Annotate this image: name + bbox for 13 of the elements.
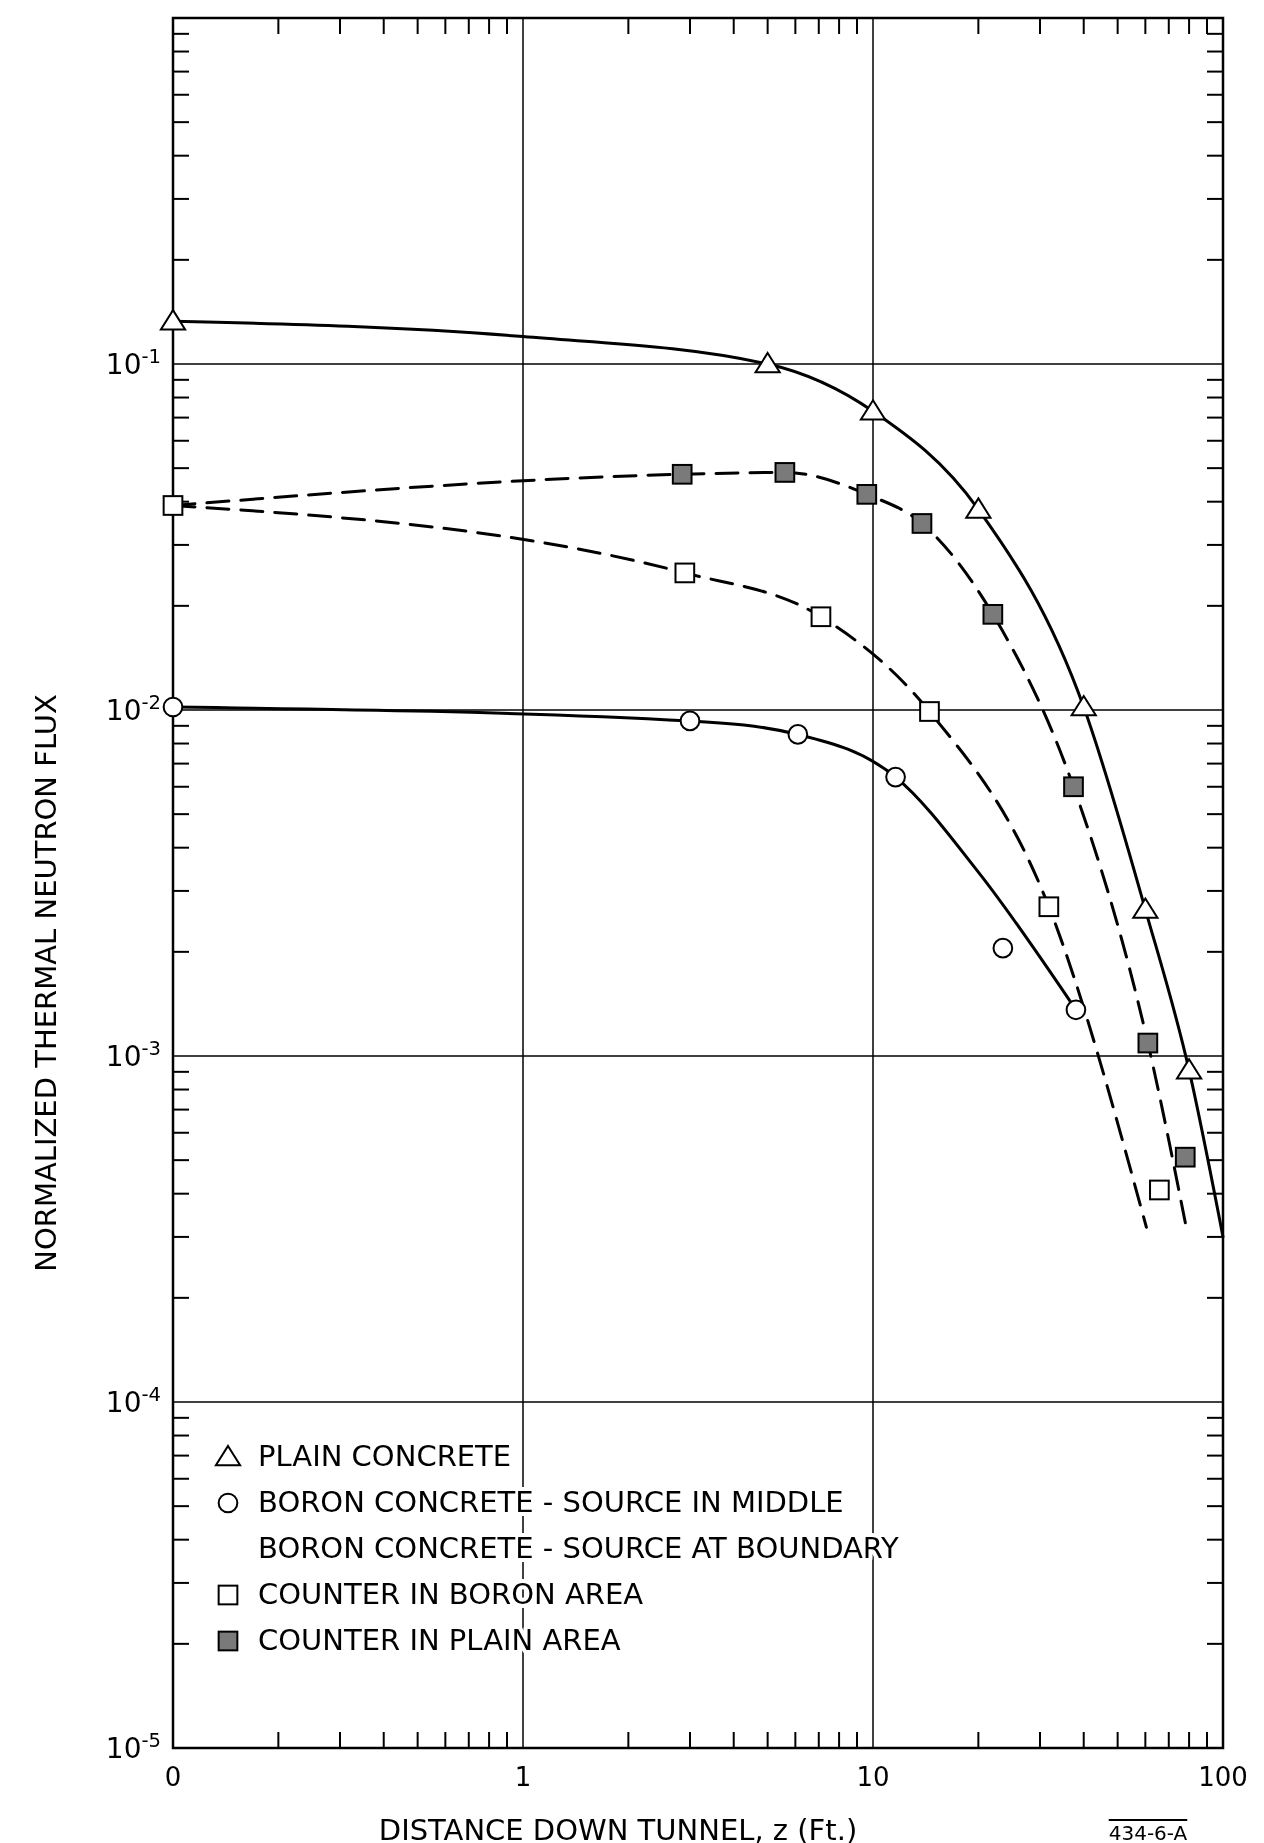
x-tick-label: 0 [164,1762,182,1792]
x-axis-title: DISTANCE DOWN TUNNEL, z (Ft.) [378,1813,858,1843]
y-tick-label: 10$^{-5}$ [105,1728,161,1765]
y-tick-label: 10$^{-3}$ [105,1036,161,1073]
y-tick-label: 10$^{-2}$ [105,690,161,727]
text: 434-6-A [1108,1821,1188,1843]
x-tick-label: 100 [1198,1762,1248,1792]
y-tick-label: 10$^{-1}$ [105,344,161,381]
y-tick-label: 10$^{-4}$ [105,1382,161,1419]
x-tick-label: 10 [856,1762,890,1792]
y-axis-title: NORMALIZED THERMAL NEUTRON FLUX [29,694,63,1272]
legend-label: PLAIN CONCRETE [258,1439,512,1473]
x-tick-label: 1 [514,1762,532,1792]
